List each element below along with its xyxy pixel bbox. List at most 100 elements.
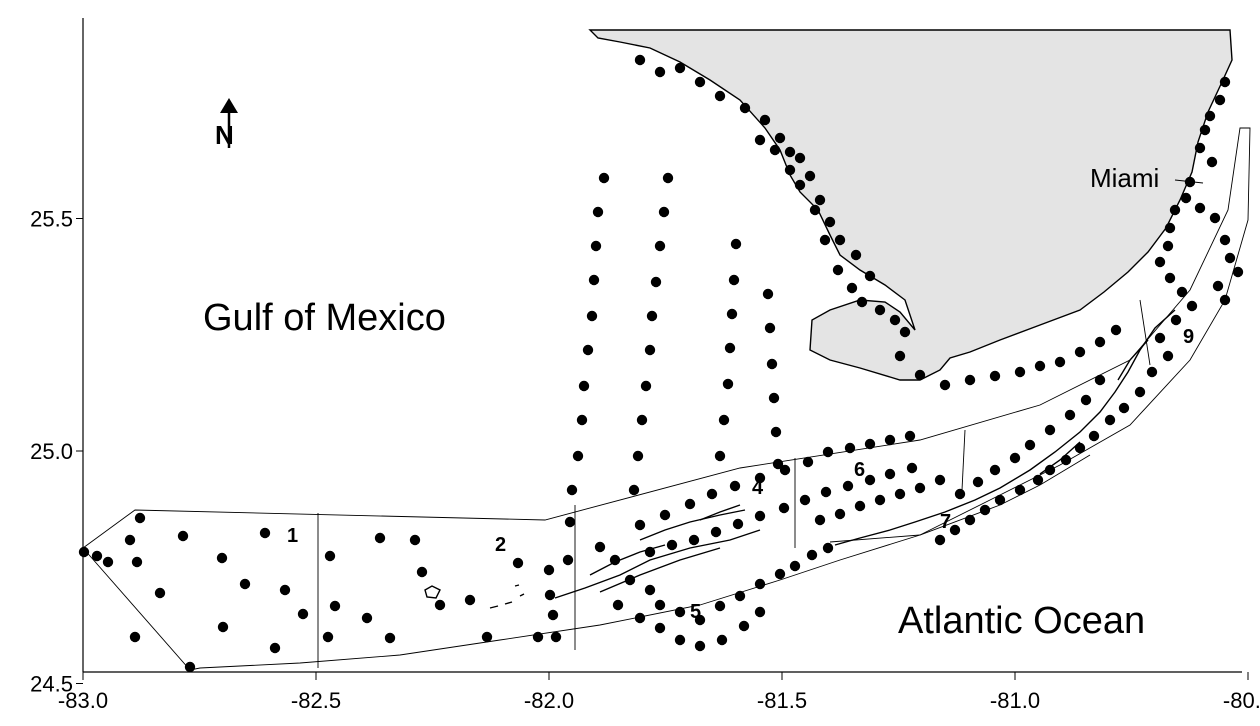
station-dot xyxy=(582,344,594,356)
station-dot xyxy=(768,392,780,404)
station-dot xyxy=(644,344,656,356)
station-dot xyxy=(884,468,896,480)
station-dot xyxy=(576,414,588,426)
station-dot xyxy=(794,179,806,191)
station-dot xyxy=(329,600,341,612)
station-dot xyxy=(1162,240,1174,252)
station-dot xyxy=(844,442,856,454)
region-label-5: 5 xyxy=(690,601,701,623)
station-dot xyxy=(1060,454,1072,466)
y-tick-label: 25.0 xyxy=(30,439,73,464)
station-dot xyxy=(820,486,832,498)
station-dot xyxy=(634,612,646,624)
station-dot xyxy=(754,472,766,484)
station-dot xyxy=(547,609,559,621)
station-dot xyxy=(636,414,648,426)
station-dot xyxy=(259,527,271,539)
station-dot xyxy=(694,640,706,652)
x-tick-label: -80.5 xyxy=(1223,688,1260,713)
station-dot xyxy=(644,584,656,596)
station-dot xyxy=(802,456,814,468)
atlantic-ocean-label: Atlantic Ocean xyxy=(898,600,1145,642)
station-dot xyxy=(543,564,555,576)
station-dot xyxy=(1104,414,1116,426)
y-axis-ticks: 26.025.525.024.5 xyxy=(30,207,83,697)
station-dot xyxy=(989,370,1001,382)
station-dot xyxy=(184,661,196,673)
region-label-7: 7 xyxy=(940,511,951,533)
station-dot xyxy=(934,474,946,486)
station-dot xyxy=(714,600,726,612)
station-dot xyxy=(754,606,766,618)
miami-label: Miami xyxy=(1090,163,1159,193)
station-dot xyxy=(464,594,476,606)
station-dot xyxy=(1186,300,1198,312)
station-dot xyxy=(134,512,146,524)
station-dot xyxy=(842,480,854,492)
station-dot xyxy=(1024,439,1036,451)
station-dot xyxy=(732,518,744,530)
station-dot xyxy=(1206,156,1218,168)
station-dot xyxy=(814,514,826,526)
station-dot xyxy=(217,621,229,633)
station-dot xyxy=(730,238,742,250)
station-dot xyxy=(778,502,790,514)
station-dot xyxy=(1170,314,1182,326)
station-dot xyxy=(361,612,373,624)
station-dot xyxy=(1194,142,1206,154)
station-dot xyxy=(754,578,766,590)
station-dot xyxy=(588,274,600,286)
x-tick-label: -83.0 xyxy=(58,688,108,713)
station-dot xyxy=(734,590,746,602)
station-dot xyxy=(674,62,686,74)
station-dot xyxy=(1204,110,1216,122)
station-dot xyxy=(654,66,666,78)
station-dot xyxy=(772,458,784,470)
station-dot xyxy=(1146,366,1158,378)
station-dot xyxy=(874,304,886,316)
station-dot xyxy=(1199,124,1211,136)
station-dot xyxy=(994,494,1006,506)
station-dot xyxy=(769,144,781,156)
station-dot xyxy=(784,146,796,158)
station-dot xyxy=(762,288,774,300)
station-dot xyxy=(1212,280,1224,292)
station-dot xyxy=(889,314,901,326)
station-dot xyxy=(899,326,911,338)
station-dot xyxy=(832,264,844,276)
x-tick-label: -82.0 xyxy=(524,688,574,713)
station-dot xyxy=(154,587,166,599)
station-dot xyxy=(1088,430,1100,442)
station-dot xyxy=(774,132,786,144)
station-dot xyxy=(1180,192,1192,204)
station-dot xyxy=(914,369,926,381)
station-dot xyxy=(384,632,396,644)
station-dot xyxy=(662,172,674,184)
station-dot xyxy=(640,380,652,392)
station-dot xyxy=(434,599,446,611)
station-dot xyxy=(1162,350,1174,362)
station-dot xyxy=(874,494,886,506)
station-dot xyxy=(1094,374,1106,386)
station-dot xyxy=(894,350,906,362)
station-dot xyxy=(814,194,826,206)
station-dot xyxy=(1118,402,1130,414)
station-dot xyxy=(586,310,598,322)
station-dot xyxy=(1054,356,1066,368)
station-dot xyxy=(374,532,386,544)
station-dot xyxy=(722,378,734,390)
station-dot xyxy=(914,482,926,494)
station-dot xyxy=(694,76,706,88)
station-dot xyxy=(1014,484,1026,496)
station-dot xyxy=(979,504,991,516)
sampling-stations xyxy=(78,54,1244,673)
station-dot xyxy=(654,240,666,252)
station-dot xyxy=(131,556,143,568)
station-dot xyxy=(714,90,726,102)
station-dot xyxy=(1032,474,1044,486)
station-dot xyxy=(789,560,801,572)
station-dot xyxy=(1169,204,1181,216)
station-dot xyxy=(710,526,722,538)
station-dot xyxy=(1232,266,1244,278)
